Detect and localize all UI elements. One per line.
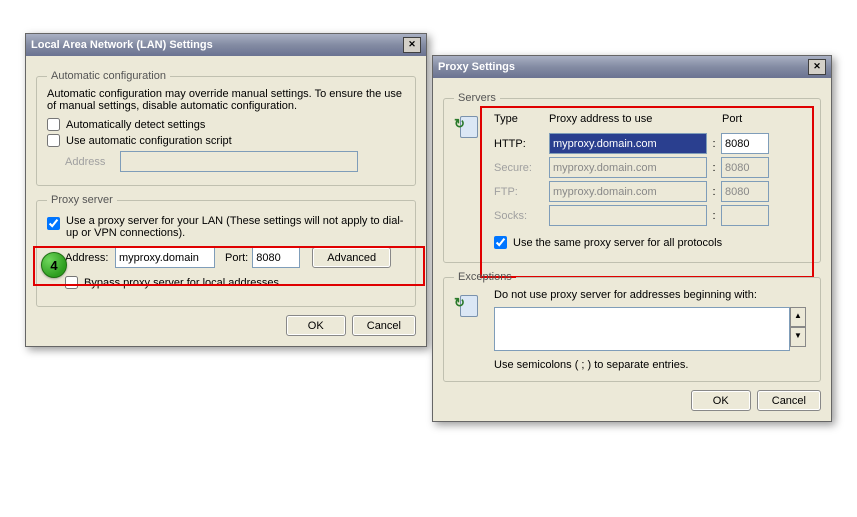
- server-icon: [454, 289, 486, 321]
- socks-port-input: [721, 205, 769, 226]
- ok-button[interactable]: OK: [691, 390, 751, 411]
- secure-address-input: [549, 157, 707, 178]
- bypass-checkbox[interactable]: [65, 276, 78, 289]
- ftp-address-input: [549, 181, 707, 202]
- http-port-input[interactable]: [721, 133, 769, 154]
- lan-settings-window: Local Area Network (LAN) Settings ✕ Auto…: [25, 33, 427, 347]
- scroll-up-icon[interactable]: ▲: [790, 307, 806, 327]
- cancel-button[interactable]: Cancel: [757, 390, 821, 411]
- detect-label: Automatically detect settings: [66, 119, 205, 131]
- lan-titlebar: Local Area Network (LAN) Settings ✕: [26, 34, 426, 56]
- proxy-server-group: Proxy server Use a proxy server for your…: [36, 194, 416, 307]
- secure-port-input: [721, 157, 769, 178]
- exceptions-scroll[interactable]: ▲ ▼: [790, 307, 806, 351]
- socks-label: Socks:: [494, 210, 549, 222]
- script-address-input: [120, 151, 358, 172]
- exceptions-hint: Use semicolons ( ; ) to separate entries…: [494, 359, 810, 371]
- use-proxy-label: Use a proxy server for your LAN (These s…: [66, 215, 405, 239]
- col-type: Type: [494, 113, 549, 125]
- proxy-titlebar: Proxy Settings ✕: [433, 56, 831, 78]
- proxy-settings-window: Proxy Settings ✕ Servers Type Proxy addr…: [432, 55, 832, 422]
- proxy-legend: Proxy server: [47, 194, 117, 206]
- script-label: Use automatic configuration script: [66, 135, 232, 147]
- auto-config-desc: Automatic configuration may override man…: [47, 88, 405, 112]
- secure-label: Secure:: [494, 162, 549, 174]
- exceptions-textarea[interactable]: [494, 307, 790, 351]
- server-icon: [454, 110, 486, 142]
- cancel-button[interactable]: Cancel: [352, 315, 416, 336]
- close-icon[interactable]: ✕: [808, 59, 826, 75]
- scroll-down-icon[interactable]: ▼: [790, 327, 806, 347]
- col-addr: Proxy address to use: [549, 113, 704, 125]
- ftp-port-input: [721, 181, 769, 202]
- col-port: Port: [722, 113, 742, 125]
- lan-title: Local Area Network (LAN) Settings: [31, 39, 213, 51]
- use-proxy-checkbox[interactable]: [47, 217, 60, 230]
- proxy-port-label: Port:: [225, 252, 248, 264]
- same-proxy-checkbox[interactable]: [494, 236, 507, 249]
- script-checkbox[interactable]: [47, 134, 60, 147]
- bypass-label: Bypass proxy server for local addresses: [84, 277, 279, 289]
- servers-legend: Servers: [454, 92, 500, 104]
- auto-config-legend: Automatic configuration: [47, 70, 170, 82]
- proxy-port-input[interactable]: [252, 247, 300, 268]
- step-badge: 4: [41, 252, 67, 278]
- exceptions-group: Exceptions Do not use proxy server for a…: [443, 271, 821, 382]
- proxy-address-label: Address:: [65, 252, 115, 264]
- detect-checkbox[interactable]: [47, 118, 60, 131]
- http-label: HTTP:: [494, 138, 549, 150]
- auto-config-group: Automatic configuration Automatic config…: [36, 70, 416, 186]
- advanced-button[interactable]: Advanced: [312, 247, 391, 268]
- close-icon[interactable]: ✕: [403, 37, 421, 53]
- same-proxy-label: Use the same proxy server for all protoc…: [513, 237, 722, 249]
- exceptions-legend: Exceptions: [454, 271, 516, 283]
- socks-address-input: [549, 205, 707, 226]
- http-address-input[interactable]: [549, 133, 707, 154]
- servers-group: Servers Type Proxy address to use Port H…: [443, 92, 821, 263]
- proxy-title: Proxy Settings: [438, 61, 515, 73]
- address-label: Address: [65, 156, 120, 168]
- ftp-label: FTP:: [494, 186, 549, 198]
- exceptions-desc: Do not use proxy server for addresses be…: [494, 289, 810, 301]
- ok-button[interactable]: OK: [286, 315, 346, 336]
- proxy-address-input[interactable]: [115, 247, 215, 268]
